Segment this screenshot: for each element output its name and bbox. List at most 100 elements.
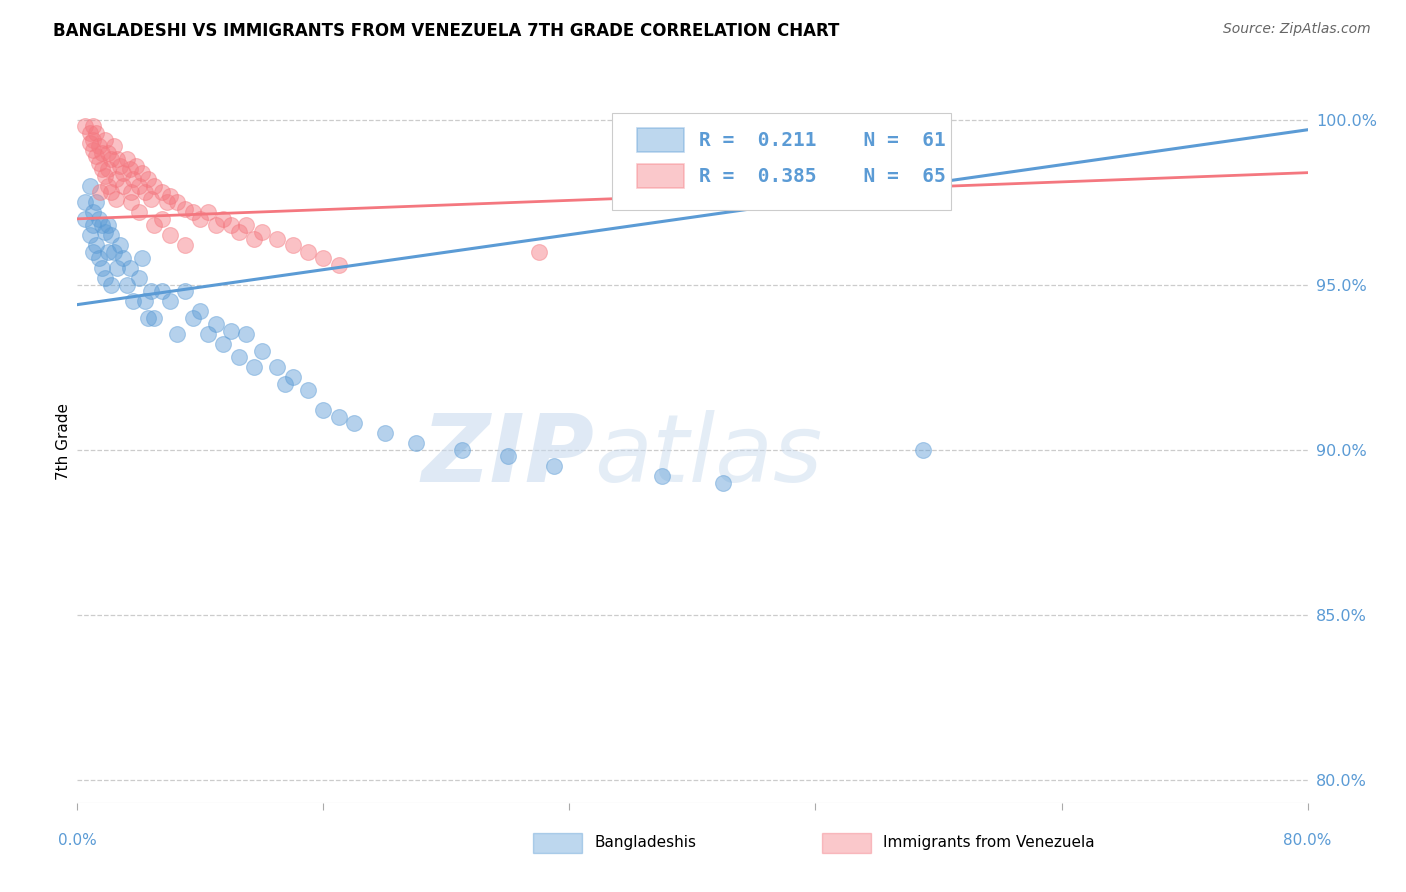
Point bbox=[405, 436, 427, 450]
Point bbox=[82, 205, 104, 219]
Point bbox=[128, 178, 150, 193]
Point bbox=[105, 153, 128, 167]
Point bbox=[143, 310, 166, 325]
Point bbox=[174, 202, 197, 216]
Point bbox=[212, 211, 235, 226]
Point bbox=[110, 159, 132, 173]
Point bbox=[79, 228, 101, 243]
Point bbox=[136, 310, 159, 325]
Point bbox=[100, 228, 122, 243]
Point bbox=[197, 327, 219, 342]
Point bbox=[94, 133, 117, 147]
Point bbox=[312, 403, 335, 417]
Text: Immigrants from Venezuela: Immigrants from Venezuela bbox=[883, 835, 1095, 850]
Point bbox=[100, 277, 122, 292]
Point bbox=[219, 324, 242, 338]
Point bbox=[97, 145, 120, 160]
Point bbox=[89, 186, 111, 200]
Point bbox=[100, 186, 122, 200]
Point bbox=[204, 219, 226, 233]
Point bbox=[82, 143, 104, 157]
Point bbox=[219, 219, 242, 233]
Point bbox=[134, 186, 156, 200]
Point bbox=[651, 469, 673, 483]
Point bbox=[266, 360, 288, 375]
Point bbox=[131, 252, 153, 266]
Point bbox=[112, 166, 135, 180]
Point bbox=[197, 205, 219, 219]
Point bbox=[143, 219, 166, 233]
Point bbox=[103, 139, 125, 153]
Point bbox=[112, 252, 135, 266]
Point bbox=[243, 232, 266, 246]
Point bbox=[90, 162, 114, 177]
Point bbox=[82, 244, 104, 259]
Point bbox=[166, 195, 188, 210]
Point bbox=[166, 327, 188, 342]
Text: R =  0.211    N =  61: R = 0.211 N = 61 bbox=[699, 131, 945, 150]
Point bbox=[204, 318, 226, 332]
FancyBboxPatch shape bbox=[613, 112, 950, 211]
Point bbox=[134, 294, 156, 309]
Point bbox=[150, 186, 173, 200]
Point bbox=[543, 459, 565, 474]
Point bbox=[120, 186, 142, 200]
Point bbox=[312, 252, 335, 266]
Point bbox=[159, 228, 181, 243]
Point bbox=[87, 252, 110, 266]
Point bbox=[131, 166, 153, 180]
Point bbox=[235, 219, 257, 233]
Point bbox=[121, 172, 143, 186]
Point bbox=[110, 238, 132, 252]
Point bbox=[87, 155, 110, 169]
Point bbox=[84, 126, 107, 140]
Point bbox=[94, 225, 117, 239]
Point bbox=[73, 195, 96, 210]
Bar bbox=[821, 833, 870, 854]
Text: BANGLADESHI VS IMMIGRANTS FROM VENEZUELA 7TH GRADE CORRELATION CHART: BANGLADESHI VS IMMIGRANTS FROM VENEZUELA… bbox=[53, 22, 839, 40]
Point bbox=[82, 133, 104, 147]
Point bbox=[84, 195, 107, 210]
Point bbox=[266, 232, 288, 246]
Point bbox=[250, 225, 273, 239]
Point bbox=[125, 159, 148, 173]
Point bbox=[174, 285, 197, 299]
Point bbox=[297, 244, 319, 259]
Point bbox=[97, 162, 120, 177]
Point bbox=[84, 149, 107, 163]
Text: 0.0%: 0.0% bbox=[58, 833, 97, 848]
Point bbox=[250, 343, 273, 358]
Point bbox=[136, 172, 159, 186]
Point bbox=[121, 294, 143, 309]
Point bbox=[100, 153, 122, 167]
Point bbox=[912, 442, 935, 457]
Point bbox=[73, 211, 96, 226]
Point bbox=[97, 219, 120, 233]
Point bbox=[141, 192, 163, 206]
Point bbox=[181, 205, 204, 219]
Point bbox=[115, 153, 138, 167]
Point bbox=[97, 244, 120, 259]
Bar bbox=[637, 128, 683, 153]
Point bbox=[159, 294, 181, 309]
Point bbox=[212, 337, 235, 351]
Point bbox=[235, 327, 257, 342]
Y-axis label: 7th Grade: 7th Grade bbox=[56, 403, 70, 480]
Point bbox=[82, 219, 104, 233]
Point bbox=[79, 136, 101, 150]
Point bbox=[97, 178, 120, 193]
Text: 80.0%: 80.0% bbox=[1284, 833, 1331, 848]
Point bbox=[188, 211, 212, 226]
Point bbox=[79, 178, 101, 193]
Point bbox=[150, 211, 173, 226]
Point bbox=[496, 450, 519, 464]
Point bbox=[450, 442, 472, 457]
Point bbox=[527, 244, 550, 259]
Point bbox=[90, 145, 114, 160]
Bar bbox=[637, 164, 683, 188]
Text: Bangladeshis: Bangladeshis bbox=[595, 835, 696, 850]
Point bbox=[143, 178, 166, 193]
Text: atlas: atlas bbox=[595, 410, 823, 501]
Point bbox=[90, 219, 114, 233]
Point bbox=[228, 351, 250, 365]
